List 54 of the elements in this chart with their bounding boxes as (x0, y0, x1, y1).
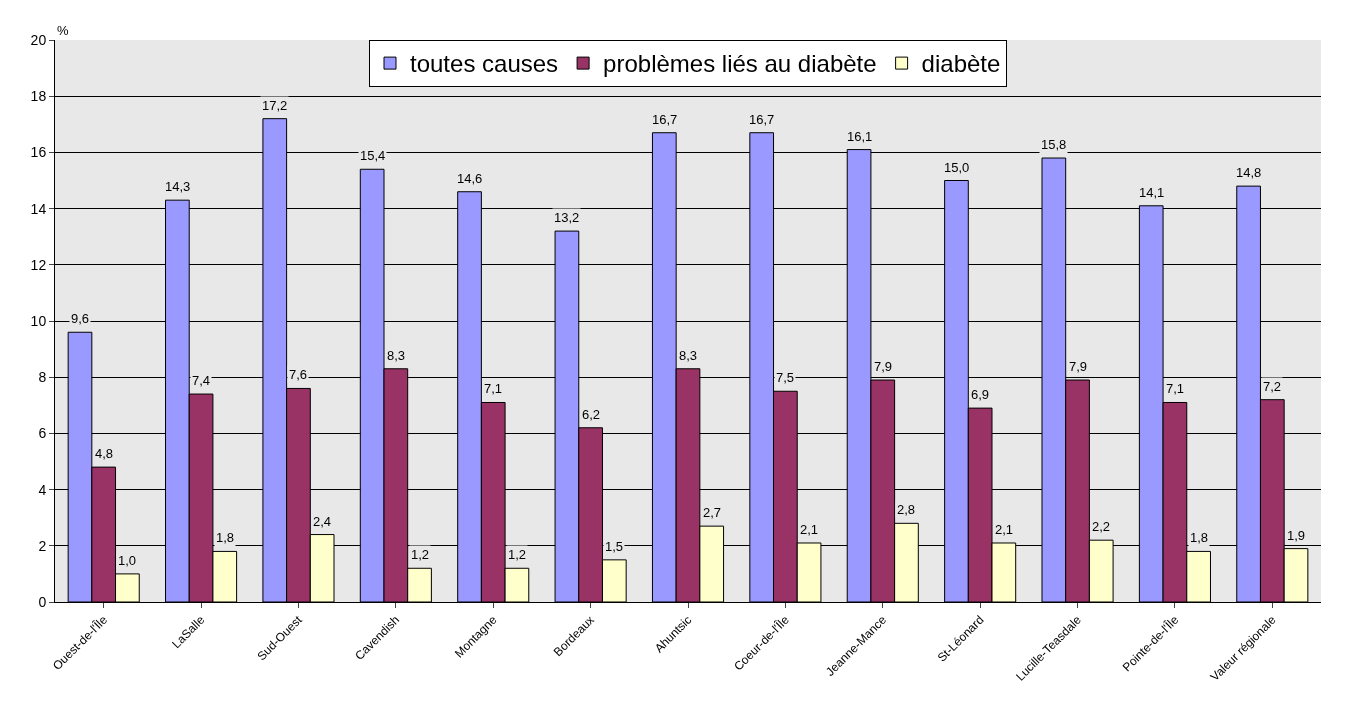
data-label: 1,8 (1190, 530, 1209, 545)
data-label: 1,2 (508, 547, 527, 562)
legend-label: diabète (921, 50, 1001, 78)
data-label: 7,1 (1166, 381, 1185, 396)
data-label: 13,2 (554, 210, 580, 225)
data-label: 14,6 (457, 171, 483, 186)
legend-label: toutes causes (410, 50, 559, 78)
data-label: 1,2 (411, 547, 430, 562)
data-label: 6,2 (582, 407, 601, 422)
y-tick-label: 14 (30, 200, 47, 217)
y-tick-label: 10 (30, 312, 47, 329)
data-label: 2,7 (703, 505, 722, 520)
data-label: 6,9 (971, 387, 990, 402)
data-label: 15,8 (1041, 137, 1067, 152)
data-label: 2,1 (995, 522, 1014, 537)
data-label: 16,1 (847, 129, 873, 144)
data-label: 7,1 (484, 381, 503, 396)
data-label: 8,3 (387, 348, 406, 363)
data-label: 7,9 (1069, 359, 1088, 374)
y-tick-label: 0 (38, 593, 47, 610)
y-tick-label: 4 (38, 481, 47, 498)
data-label: 1,5 (605, 539, 624, 554)
data-label: 7,6 (289, 367, 308, 382)
data-label: 16,7 (652, 112, 678, 127)
y-axis-title: % (57, 23, 69, 38)
data-label: 1,8 (216, 530, 235, 545)
data-label: 14,1 (1139, 185, 1165, 200)
data-label: 16,7 (749, 112, 775, 127)
data-label: 7,2 (1263, 379, 1282, 394)
y-tick-label: 8 (38, 369, 47, 386)
data-label: 7,9 (874, 359, 893, 374)
data-label: 7,4 (192, 373, 211, 388)
data-label: 2,2 (1092, 519, 1111, 534)
y-tick-label: 6 (38, 425, 47, 442)
data-label: 9,6 (71, 311, 90, 326)
data-label: 1,9 (1287, 528, 1306, 543)
data-label: 8,3 (679, 348, 698, 363)
y-tick-label: 12 (30, 256, 47, 273)
data-label: 14,3 (165, 179, 191, 194)
data-label: 17,2 (262, 98, 288, 113)
y-tick-label: 18 (30, 88, 47, 105)
data-label: 15,4 (360, 148, 386, 163)
data-label: 7,5 (776, 370, 795, 385)
y-tick-label: 16 (30, 144, 47, 161)
data-label: 1,0 (118, 553, 137, 568)
data-label: 4,8 (95, 446, 114, 461)
data-label: 2,4 (313, 514, 332, 529)
y-tick-label: 2 (38, 537, 47, 554)
data-label: 15,0 (944, 160, 970, 175)
data-label: 2,8 (897, 502, 916, 517)
legend-label: problèmes liés au diabète (603, 50, 877, 78)
data-label: 14,8 (1236, 165, 1262, 180)
y-tick-label: 20 (30, 31, 47, 48)
data-label: 2,1 (800, 522, 819, 537)
